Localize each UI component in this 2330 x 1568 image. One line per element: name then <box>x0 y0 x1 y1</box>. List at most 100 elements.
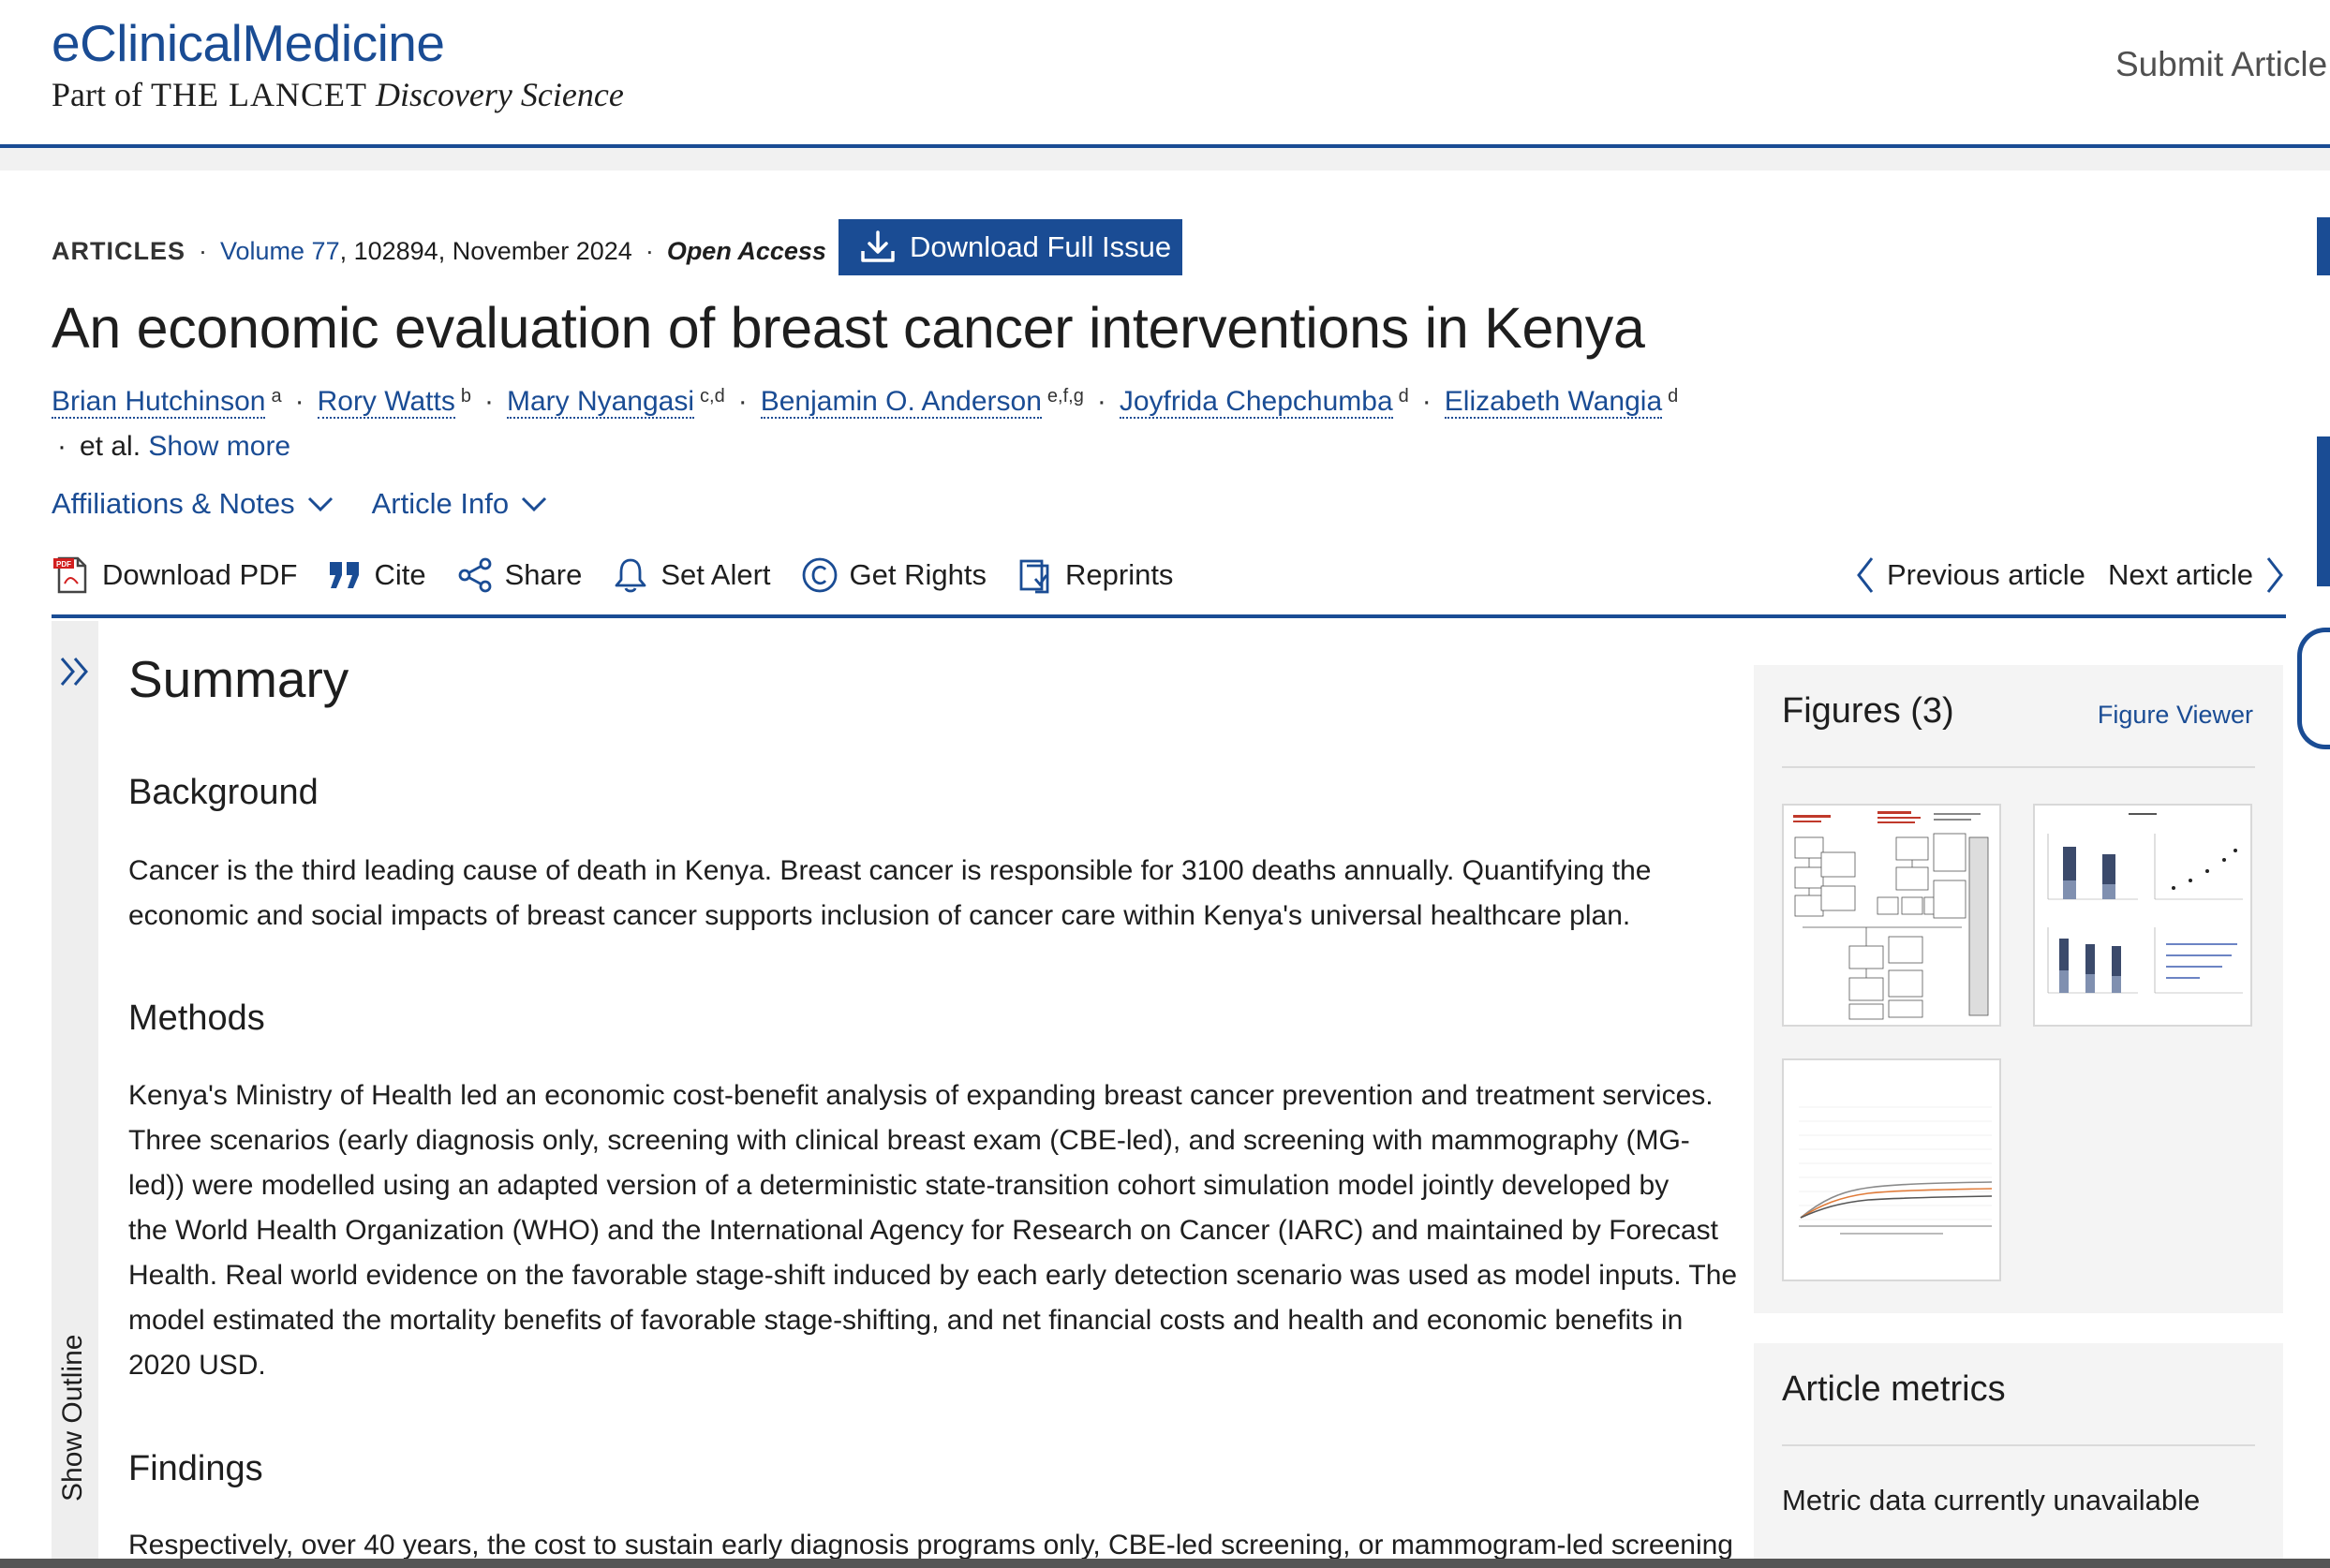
separator: · <box>483 386 494 417</box>
article-info-label: Article Info <box>371 487 510 520</box>
outline-sidebar[interactable]: Show Outline <box>52 621 98 1568</box>
get-rights-button[interactable]: Get Rights <box>801 556 987 594</box>
figure-thumbnail[interactable] <box>1782 1058 2001 1281</box>
text-line: Respectively, over 40 years, the cost to… <box>128 1530 1733 1561</box>
author-affiliation-sup: d <box>1398 386 1409 407</box>
methods-heading: Methods <box>128 998 265 1038</box>
next-article-label: Next article <box>2108 558 2254 591</box>
separator: · <box>57 431 67 462</box>
author-affiliation-sup: c,d <box>700 386 725 407</box>
article-info-tabs: Affiliations & Notes Article Info <box>52 487 548 521</box>
next-article-link[interactable]: Next article <box>2108 551 2285 599</box>
metrics-unavailable-message: Metric data currently unavailable <box>1782 1484 2201 1516</box>
download-pdf-button[interactable]: PDF Download PDF <box>52 555 297 595</box>
text-line: Cancer is the third leading cause of dea… <box>128 855 1652 886</box>
download-pdf-label: Download PDF <box>102 558 298 591</box>
article-type: ARTICLES <box>52 237 186 265</box>
subtitle-suffix: Discovery Science <box>375 76 624 113</box>
subtitle-lancet: THE LANCET <box>150 76 367 113</box>
text-line: model estimated the mortality benefits o… <box>128 1305 1684 1336</box>
text-line: Kenya's Ministry of Health led an econom… <box>128 1080 1714 1111</box>
share-label: Share <box>504 558 583 591</box>
author-affiliation-sup: a <box>271 386 282 407</box>
bar-chart-figure-thumbnail <box>2038 808 2248 1022</box>
author-link[interactable]: Mary Nyangasi <box>506 386 695 419</box>
article-metrics-heading: Article metrics <box>1782 1369 2006 1409</box>
author-link[interactable]: Joyfrida Chepchumba <box>1119 386 1393 419</box>
get-rights-label: Get Rights <box>849 558 987 591</box>
double-chevron-right-icon <box>60 658 88 686</box>
chevron-down-icon <box>522 496 547 512</box>
separator: · <box>1096 386 1106 417</box>
bell-icon <box>615 558 646 593</box>
journal-subtitle: Part of THE LANCET Discovery Science <box>52 75 624 114</box>
download-full-issue-button[interactable]: Download Full Issue <box>839 219 1182 275</box>
site-header: eClinicalMedicine Part of THE LANCET Dis… <box>0 0 2330 148</box>
reprints-label: Reprints <box>1065 558 1174 591</box>
issue-info: , 102894, November 2024 <box>339 237 632 265</box>
figures-panel: Figures (3) Figure Viewer <box>1754 665 2283 1313</box>
article-metrics-panel: Article metrics Metric data currently un… <box>1754 1343 2283 1568</box>
separator: · <box>737 386 748 417</box>
set-alert-label: Set Alert <box>660 558 771 591</box>
side-widget-icon[interactable] <box>2297 628 2330 749</box>
chevron-right-icon <box>2266 557 2283 593</box>
journal-title: eClinicalMedicine <box>52 14 445 72</box>
volume-link[interactable]: Volume 77 <box>220 237 340 265</box>
cite-label: Cite <box>374 558 426 591</box>
article-info-toggle[interactable]: Article Info <box>372 487 548 521</box>
line-chart-figure-thumbnail <box>1787 1063 1996 1277</box>
side-widget-tab[interactable] <box>2317 217 2330 275</box>
separator: · <box>294 386 304 417</box>
summary-heading: Summary <box>128 650 349 708</box>
submit-article-link[interactable]: Submit Article <box>2115 45 2328 83</box>
copyright-icon <box>802 557 837 593</box>
author-link[interactable]: Elizabeth Wangia <box>1444 386 1663 419</box>
show-more-authors-link[interactable]: Show more <box>148 431 291 462</box>
download-icon <box>861 230 895 262</box>
open-access-label: Open Access <box>666 237 826 265</box>
panel-divider <box>1782 1444 2255 1446</box>
figures-heading: Figures (3) <box>1782 691 1954 731</box>
set-alert-button[interactable]: Set Alert <box>612 556 771 594</box>
figure-thumbnail[interactable] <box>1782 804 2001 1027</box>
text-line: Health. Real world evidence on the favor… <box>128 1260 1738 1291</box>
previous-article-link[interactable]: Previous article <box>1855 551 2085 599</box>
download-full-issue-label: Download Full Issue <box>910 230 1172 263</box>
share-icon <box>458 557 492 593</box>
side-widget-tab[interactable] <box>2317 436 2330 586</box>
author-link[interactable]: Rory Watts <box>317 386 455 419</box>
author-link[interactable]: Brian Hutchinson <box>52 386 266 419</box>
reprints-button[interactable]: Reprints <box>1017 556 1173 594</box>
share-button[interactable]: Share <box>456 556 583 594</box>
findings-paragraph: Respectively, over 40 years, the cost to… <box>128 1523 1740 1568</box>
subtitle-prefix: Part of <box>52 76 142 113</box>
cite-button[interactable]: Cite <box>327 558 426 592</box>
separator: · <box>645 237 654 265</box>
toolbar-divider <box>52 614 2286 618</box>
figure-thumbnail[interactable] <box>2033 804 2252 1027</box>
text-line: economic and social impacts of breast ca… <box>128 900 1631 931</box>
reprints-icon <box>1019 559 1049 594</box>
show-outline-label: Show Outline <box>57 1334 88 1501</box>
author-affiliation-sup: e,f,g <box>1046 386 1084 407</box>
article-toolbar: PDF Download PDF Cite Share Set Alert <box>52 551 2286 599</box>
affiliations-notes-label: Affiliations & Notes <box>52 487 295 520</box>
quote-icon <box>330 562 360 588</box>
journal-logo[interactable]: eClinicalMedicine Part of THE LANCET Dis… <box>52 11 624 114</box>
separator: · <box>1421 386 1432 417</box>
pdf-icon: PDF <box>53 556 87 594</box>
author-list-continued: · et al. Show more <box>52 424 290 469</box>
article-title: An economic evaluation of breast cancer … <box>52 296 1645 360</box>
author-list: Brian Hutchinson a · Rory Watts b · Mary Nyang… <box>52 379 1678 424</box>
background-heading: Background <box>128 773 319 812</box>
author-affiliation-sup: d <box>1668 386 1679 407</box>
author-affiliation-sup: b <box>460 386 471 407</box>
article-meta: ARTICLES · Volume 77, 102894, November 202… <box>52 234 826 268</box>
affiliations-notes-toggle[interactable]: Affiliations & Notes <box>52 487 334 521</box>
text-line: the World Health Organization (WHO) and … <box>128 1215 1718 1246</box>
figure-viewer-link[interactable]: Figure Viewer <box>2097 701 2253 729</box>
horizontal-scrollbar[interactable] <box>0 1559 2330 1568</box>
author-link[interactable]: Benjamin O. Anderson <box>760 386 1042 419</box>
chevron-down-icon <box>307 496 333 512</box>
